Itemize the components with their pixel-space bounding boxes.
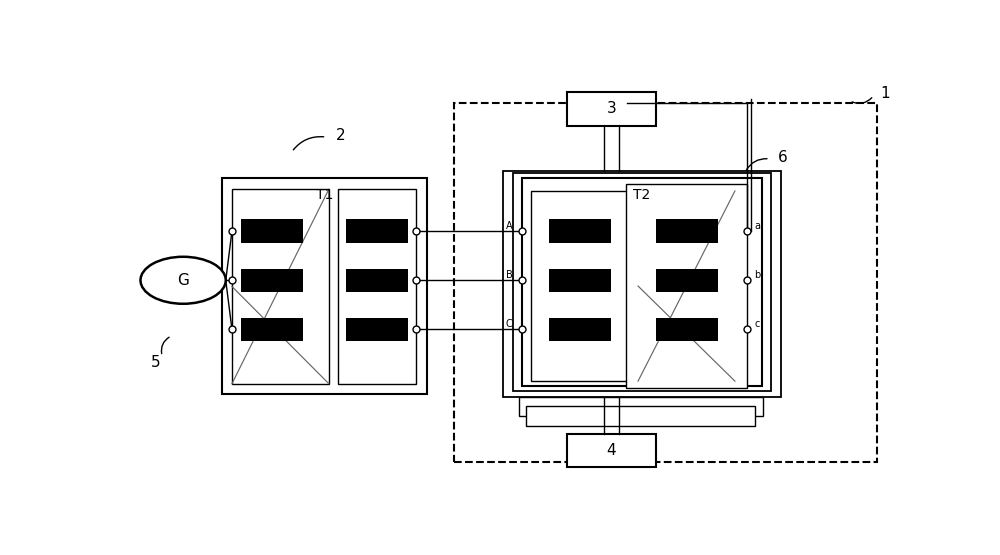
Bar [638,191,735,381]
Text: G: G [177,273,189,288]
Bar [526,406,755,426]
Bar [626,184,747,388]
FancyArrowPatch shape [293,137,324,150]
Bar [656,219,718,243]
Text: T1: T1 [316,188,333,203]
Bar [519,396,763,416]
Text: 1: 1 [881,85,890,100]
Circle shape [140,257,226,304]
Bar [567,434,656,467]
Text: 5: 5 [151,355,161,370]
Text: C: C [506,319,512,329]
Bar [346,317,408,341]
Bar [241,219,303,243]
Text: 4: 4 [606,443,616,458]
Bar [522,178,762,386]
FancyArrowPatch shape [746,159,767,170]
Text: 3: 3 [606,102,616,117]
Text: T2: T2 [633,188,651,203]
Bar [346,219,408,243]
Bar [232,189,329,384]
Text: B: B [506,270,512,280]
Bar [338,189,416,384]
Bar [512,173,771,391]
Text: 6: 6 [778,150,788,165]
Bar [567,92,656,125]
Text: b: b [754,270,761,280]
Bar [632,188,741,385]
Text: a: a [754,221,760,231]
Bar [549,317,611,341]
FancyArrowPatch shape [852,98,872,103]
Bar [241,317,303,341]
Bar [346,269,408,292]
Text: c: c [754,319,760,329]
Text: A: A [506,221,512,231]
Bar [656,317,718,341]
Bar [241,269,303,292]
Bar [222,178,427,393]
Bar [549,219,611,243]
Bar [656,269,718,292]
Bar [549,269,611,292]
Bar [454,103,877,462]
FancyArrowPatch shape [161,337,169,354]
Text: 2: 2 [336,128,345,143]
Bar [531,191,628,381]
Bar [503,171,781,396]
